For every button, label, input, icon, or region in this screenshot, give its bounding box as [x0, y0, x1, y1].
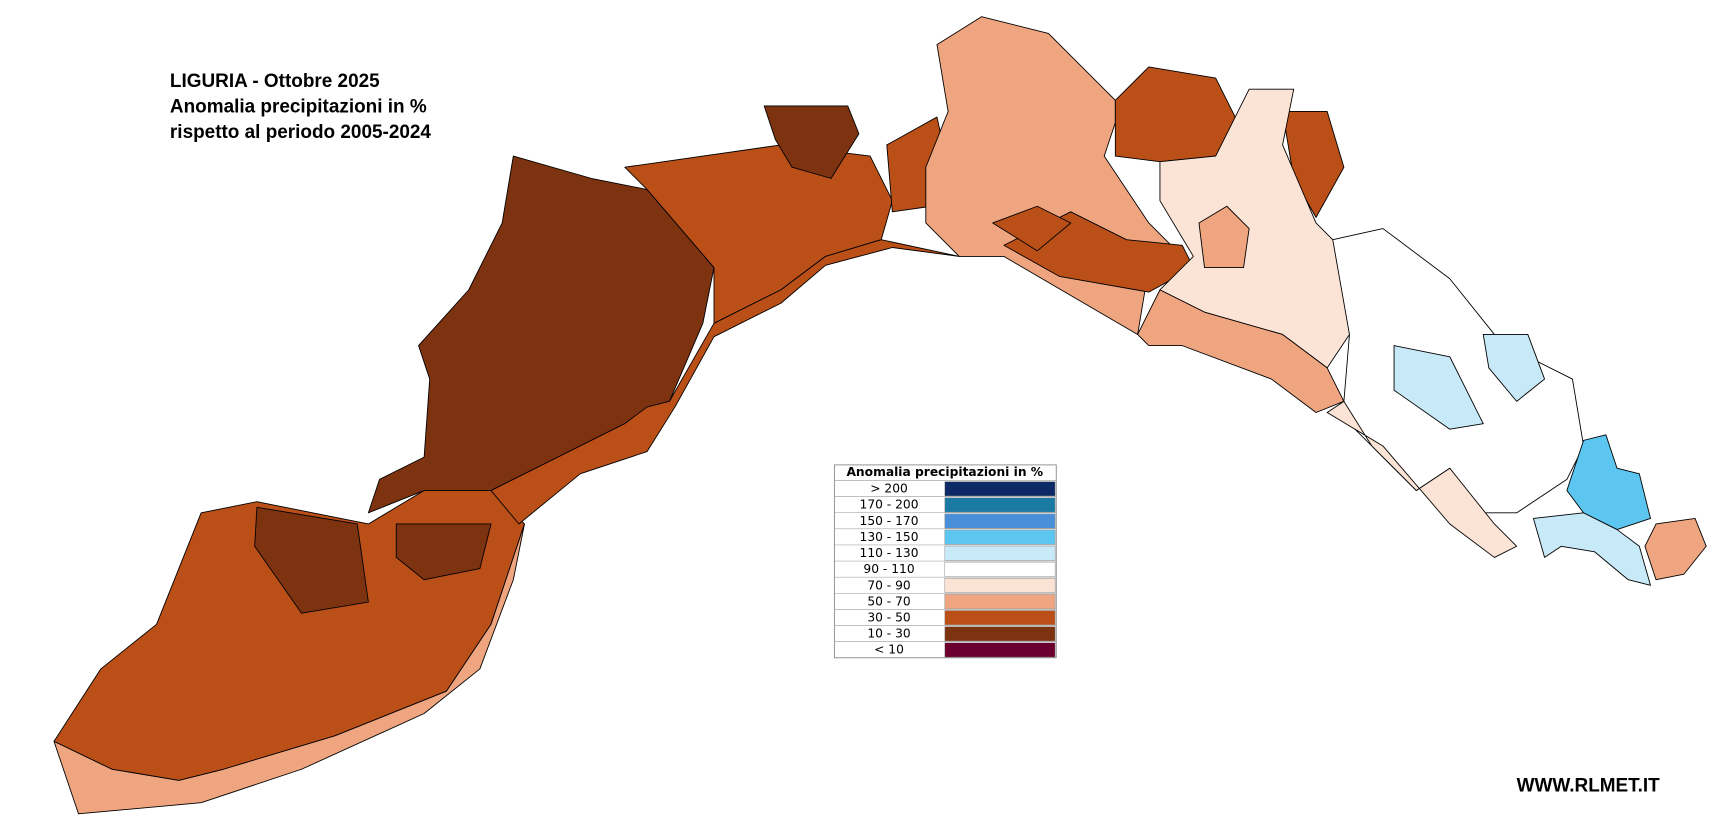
legend-swatch	[944, 497, 1056, 513]
region	[254, 506, 369, 614]
legend-swatch	[944, 610, 1056, 626]
title-line: LIGURIA - Ottobre 2025	[170, 71, 380, 92]
region	[395, 523, 492, 581]
title-line: rispetto al periodo 2005-2024	[170, 122, 431, 143]
region	[1332, 228, 1585, 514]
legend-swatch	[944, 545, 1056, 561]
legend-label: > 200	[870, 482, 908, 496]
title-line: Anomalia precipitazioni in %	[170, 97, 427, 118]
legend-label: 30 - 50	[867, 610, 910, 624]
region	[1326, 400, 1518, 558]
legend-swatch	[944, 626, 1056, 642]
legend-label: < 10	[874, 643, 904, 657]
footer: WWW.RLMET.IT	[1517, 776, 1660, 797]
region	[367, 155, 715, 514]
legend-swatch	[944, 529, 1056, 545]
legend-swatch	[944, 561, 1056, 577]
region	[490, 239, 960, 525]
legend-label: 170 - 200	[860, 498, 919, 512]
region	[1482, 334, 1546, 402]
region	[992, 205, 1072, 252]
legend-label: 110 - 130	[860, 546, 919, 560]
legend-swatch	[944, 513, 1056, 529]
region	[1644, 517, 1707, 581]
legend-label: 10 - 30	[867, 627, 910, 641]
legend: Anomalia precipitazioni in % > 200 170 - …	[833, 464, 1057, 659]
regions	[53, 16, 1707, 815]
region	[1566, 434, 1651, 531]
legend-swatch	[944, 642, 1056, 658]
region	[763, 105, 860, 179]
legend-label: 50 - 70	[867, 594, 910, 608]
legend-label: 70 - 90	[867, 578, 910, 592]
legend-label: 130 - 150	[860, 530, 919, 544]
legend-title: Anomalia precipitazioni in %	[846, 465, 1043, 479]
region	[1532, 512, 1651, 586]
region	[1393, 345, 1484, 430]
legend-swatch	[944, 594, 1056, 610]
legend-swatch	[944, 481, 1056, 497]
legend-label: 90 - 110	[863, 562, 914, 576]
legend-swatch	[944, 578, 1056, 593]
legend-label: 150 - 170	[860, 514, 919, 528]
region	[53, 523, 525, 815]
region	[1198, 205, 1250, 269]
